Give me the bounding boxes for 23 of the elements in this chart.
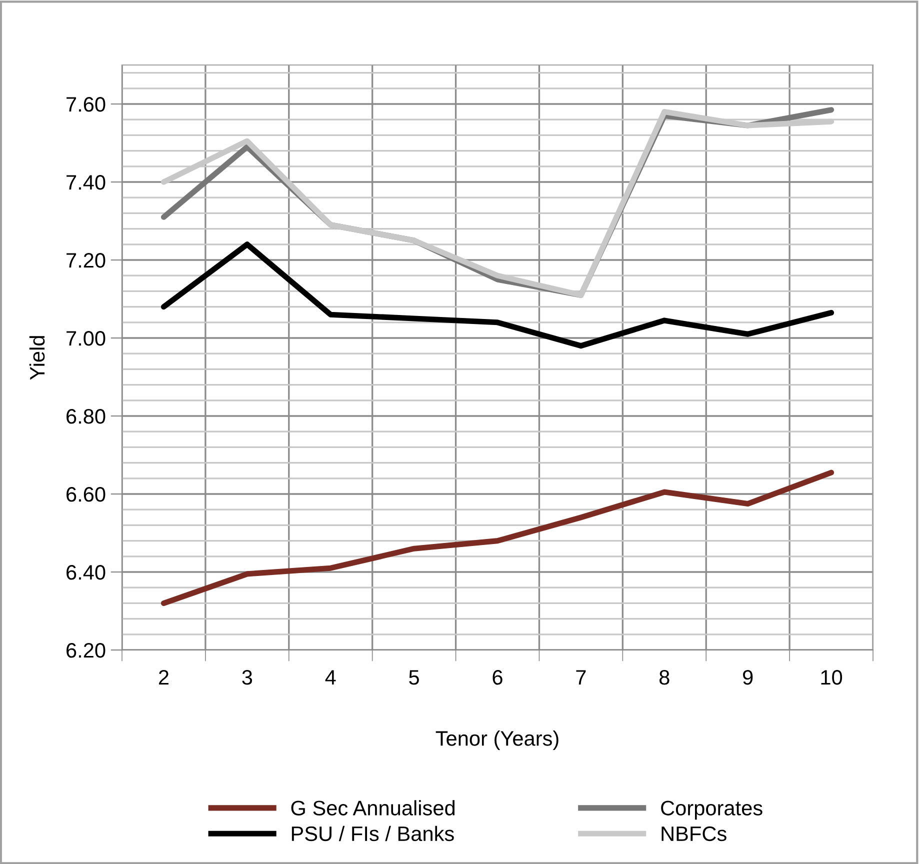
- x-tick-label: 5: [409, 670, 419, 685]
- y-tick-label: 7.20: [66, 253, 106, 268]
- legend-label: NBFCs: [662, 826, 726, 842]
- y-tick-label: 7.60: [66, 97, 106, 112]
- x-tick-label: 9: [743, 670, 753, 685]
- y-tick-label: 7.00: [66, 331, 106, 346]
- x-tick-label: 2: [158, 670, 168, 685]
- y-tick-label: 6.40: [66, 565, 106, 580]
- x-axis-title: Tenor (Years): [436, 730, 558, 750]
- y-tick-label: 6.80: [66, 409, 106, 424]
- y-axis-title: Yield: [29, 336, 45, 380]
- x-tick-label: 7: [576, 670, 586, 685]
- x-tick-label: 4: [325, 670, 336, 685]
- y-tick-label: 6.60: [66, 487, 106, 502]
- y-tick-label: 6.20: [66, 643, 106, 658]
- x-tick-label: 8: [660, 670, 670, 685]
- y-tick-label: 7.40: [66, 175, 106, 190]
- x-tick-label: 6: [492, 670, 502, 685]
- legend-label: PSU / FIs / Banks: [292, 826, 454, 842]
- x-tick-label: 3: [242, 670, 252, 685]
- legend-label: G Sec Annualised: [291, 800, 455, 816]
- legend-label: Corporates: [661, 800, 762, 820]
- x-tick-label: 10: [821, 670, 842, 685]
